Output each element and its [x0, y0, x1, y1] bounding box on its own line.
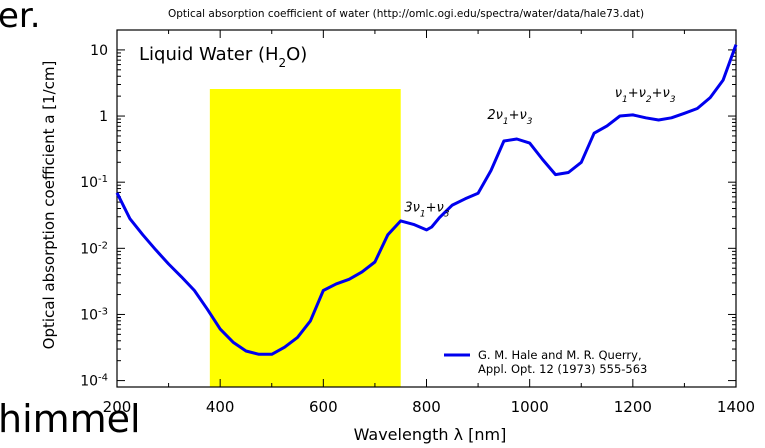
- overtone-annotation: ν1+ν2+ν3: [615, 86, 676, 105]
- x-tick-label: 600: [309, 398, 338, 416]
- cropped-slide-text-bottom: himmel: [0, 397, 141, 441]
- x-tick-label: 400: [206, 398, 235, 416]
- overtone-annotation: 2ν1+ν3: [487, 108, 532, 127]
- legend-label-line2: Appl. Opt. 12 (1973) 555-563: [478, 362, 647, 376]
- overtone-annotation: 3ν1+ν3: [404, 201, 449, 220]
- x-tick-label: 200: [103, 398, 132, 416]
- y-tick-label: 10-3: [80, 306, 108, 324]
- x-tick-label: 1400: [717, 398, 755, 416]
- y-tick-label: 10-4: [80, 372, 108, 390]
- y-tick-label: 10-2: [80, 240, 108, 258]
- x-axis-label: Wavelength λ [nm]: [354, 425, 507, 444]
- y-axis-label: Optical absorption coefficient a [1/cm]: [40, 61, 58, 350]
- cropped-slide-text-top: er.: [0, 0, 41, 36]
- x-tick-label: 1200: [614, 398, 652, 416]
- x-tick-label: 1000: [511, 398, 549, 416]
- x-tick-label: 800: [412, 398, 441, 416]
- legend-label-line1: G. M. Hale and M. R. Querry,: [478, 348, 642, 362]
- y-tick-label: 10: [90, 43, 108, 59]
- chart-header-caption: Optical absorption coefficient of water …: [168, 8, 645, 20]
- chart-title: Liquid Water (H2O): [139, 44, 307, 70]
- visible-range-highlight: [209, 89, 401, 387]
- y-tick-label: 10-1: [80, 174, 108, 192]
- y-tick-label: 1: [99, 109, 108, 125]
- series-line-hale-querry: [115, 44, 738, 356]
